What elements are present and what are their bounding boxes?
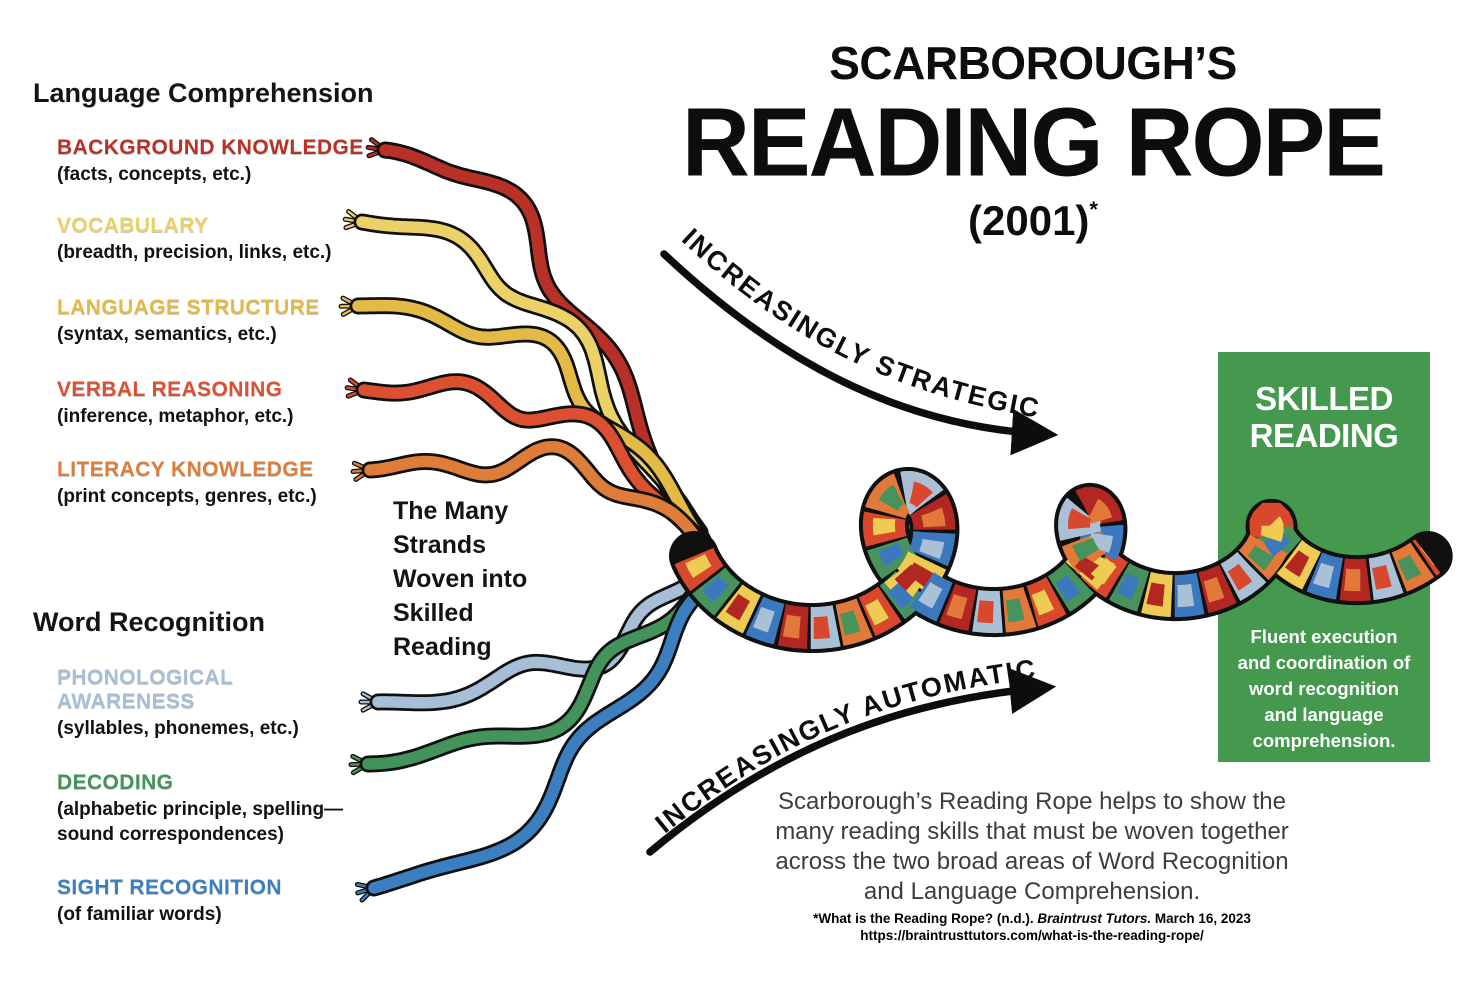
center-caption-line: Reading xyxy=(393,633,492,661)
strategic-arrow-line xyxy=(660,250,1059,456)
strand-verbal-reasoning: VERBAL REASONING (inference, metaphor, e… xyxy=(57,378,387,429)
skilled-reading-description: Fluent execution and coordination of wor… xyxy=(1218,624,1430,754)
skilled-reading-desc-line: and language xyxy=(1264,704,1384,725)
strategic-arrow-label: INCREASINGLY STRATEGIC xyxy=(676,223,1043,424)
language-comprehension-heading: Language Comprehension xyxy=(33,78,374,108)
word-recognition-heading: Word Recognition xyxy=(33,607,265,637)
strand-sub: (alphabetic principle, spelling—sound co… xyxy=(57,799,344,845)
strand-sub: (of familiar words) xyxy=(57,904,222,925)
strand-label: SIGHT RECOGNITION xyxy=(57,876,282,899)
summary-line: and Language Comprehension. xyxy=(863,878,1201,905)
strand-phonological-awareness: PHONOLOGICAL AWARENESS (syllables, phone… xyxy=(57,666,299,741)
strategic-arrow: INCREASINGLY STRATEGIC xyxy=(660,223,1059,456)
title-year-text: (2001) xyxy=(968,196,1090,244)
center-caption: The Many Strands Woven into Skilled Read… xyxy=(393,494,527,664)
strand-vocabulary: VOCABULARY (breadth, precision, links, e… xyxy=(57,214,387,265)
strand-label: DECODING xyxy=(57,771,174,794)
strand-sub: (print concepts, genres, etc.) xyxy=(57,486,317,507)
strand-decoding: DECODING (alphabetic principle, spelling… xyxy=(57,771,387,847)
skilled-reading-title: SKILLED READING xyxy=(1218,380,1430,454)
summary-line: Scarborough’s Reading Rope helps to show… xyxy=(778,788,1286,815)
title-block: SCARBOROUGH’S READING ROPE (2001)* xyxy=(600,38,1466,245)
skilled-reading-desc-line: Fluent execution xyxy=(1250,626,1398,647)
center-caption-line: Woven into xyxy=(393,565,528,593)
strand-label: LITERACY KNOWLEDGE xyxy=(57,458,314,481)
summary-line: across the two broad areas of Word Recog… xyxy=(775,848,1289,875)
summary-paragraph: Scarborough’s Reading Rope helps to show… xyxy=(652,787,1412,907)
summary-line: many reading skills that must be woven t… xyxy=(775,818,1289,845)
footnote-source: Braintrust Tutors. xyxy=(1037,911,1152,926)
footnote: *What is the Reading Rope? (n.d.). Brain… xyxy=(652,910,1412,944)
strand-label: BACKGROUND KNOWLEDGE xyxy=(57,136,364,159)
title-year: (2001)* xyxy=(600,197,1466,245)
center-caption-line: Strands xyxy=(393,531,487,559)
strand-sight-recognition: SIGHT RECOGNITION (of familiar words) xyxy=(57,876,387,927)
strand-label: LANGUAGE STRUCTURE xyxy=(57,296,320,319)
strand-background-knowledge: BACKGROUND KNOWLEDGE (facts, concepts, e… xyxy=(57,136,387,187)
page-title: READING ROPE xyxy=(682,86,1386,196)
skilled-reading-desc-line: word recognition xyxy=(1248,678,1400,699)
strand-sub: (facts, concepts, etc.) xyxy=(57,164,252,185)
strand-label: VERBAL REASONING xyxy=(57,378,283,401)
footnote-date: March 16, 2023 xyxy=(1151,911,1251,926)
strand-label: VOCABULARY xyxy=(57,214,209,237)
skilled-reading-desc-line: and coordination of xyxy=(1237,652,1411,673)
center-caption-line: Skilled xyxy=(393,599,474,627)
footnote-citation: *What is the Reading Rope? (n.d.). Brain… xyxy=(652,910,1412,927)
title-author: SCARBOROUGH’S xyxy=(829,37,1237,89)
strand-language-structure: LANGUAGE STRUCTURE (syntax, semantics, e… xyxy=(57,296,387,347)
strand-sub: (syllables, phonemes, etc.) xyxy=(57,718,299,739)
title-asterisk: * xyxy=(1089,196,1098,222)
strand-label: PHONOLOGICAL AWARENESS xyxy=(57,666,233,713)
center-caption-line: The Many xyxy=(393,497,509,525)
strand-literacy-knowledge: LITERACY KNOWLEDGE (print concepts, genr… xyxy=(57,458,387,509)
skilled-reading-title-line: READING xyxy=(1249,417,1399,454)
footnote-pre: *What is the Reading Rope? (n.d.). xyxy=(813,911,1038,926)
strand-sub: (breadth, precision, links, etc.) xyxy=(57,242,332,263)
footnote-url: https://braintrusttutors.com/what-is-the… xyxy=(860,928,1204,943)
strand-sub: (inference, metaphor, etc.) xyxy=(57,406,294,427)
strand-sub: (syntax, semantics, etc.) xyxy=(57,324,277,345)
skilled-reading-desc-line: comprehension. xyxy=(1252,730,1396,751)
skilled-reading-box: SKILLED READING Fluent execution and coo… xyxy=(1218,352,1430,762)
skilled-reading-title-line: SKILLED xyxy=(1255,380,1393,417)
